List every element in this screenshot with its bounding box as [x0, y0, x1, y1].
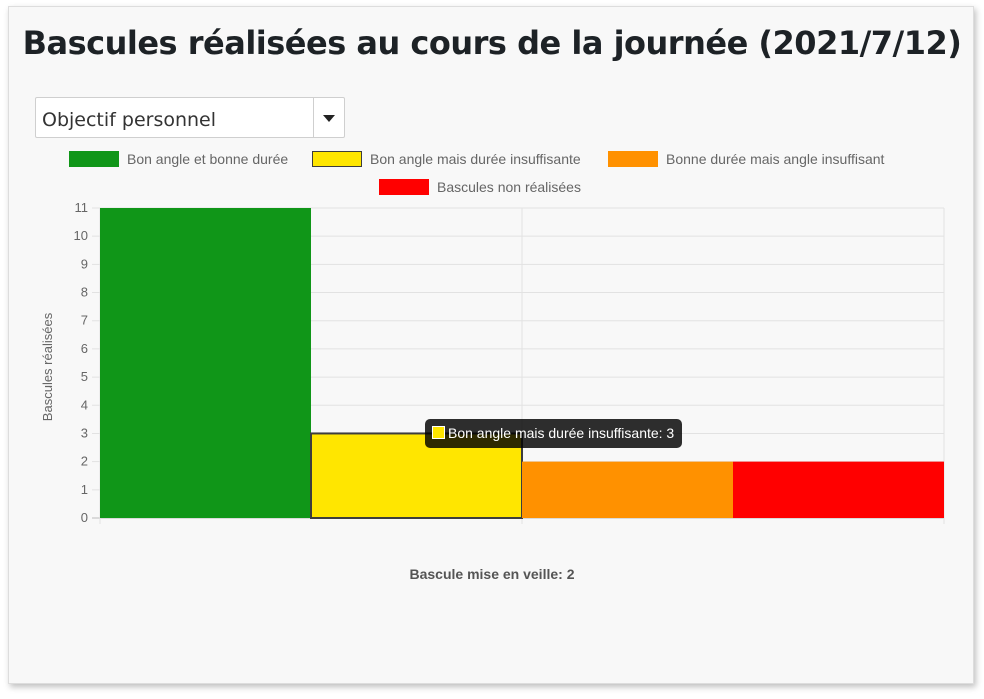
legend-swatch: [69, 151, 119, 167]
legend-label: Bonne durée mais angle insuffisant: [666, 151, 885, 167]
bar-1: [100, 208, 311, 518]
legend-swatch: [312, 151, 362, 167]
y-tick-label: 2: [81, 454, 88, 469]
y-tick-label: 6: [81, 341, 88, 356]
legend-label: Bon angle mais durée insuffisante: [370, 151, 581, 167]
tooltip-swatch: [432, 426, 445, 440]
objective-select[interactable]: Objectif personnel: [35, 97, 345, 138]
bar-4: [733, 461, 944, 518]
bar-3: [522, 461, 733, 518]
y-tick-label: 0: [81, 510, 88, 525]
y-tick-label: 1: [81, 482, 88, 497]
y-tick-label: 3: [81, 425, 88, 440]
y-tick-label: 8: [81, 285, 88, 300]
legend-label: Bon angle et bonne durée: [127, 151, 289, 167]
objective-select-button[interactable]: [313, 98, 344, 137]
y-tick-label: 4: [81, 397, 88, 412]
legend-swatch: [379, 179, 429, 195]
y-tick-label: 10: [74, 228, 88, 243]
page-title: Bascules réalisées au cours de la journé…: [22, 24, 962, 62]
legend-label: Bascules non réalisées: [437, 179, 581, 195]
tooltip-text: Bon angle mais durée insuffisante: 3: [448, 425, 675, 441]
legend-swatch: [608, 151, 658, 167]
y-tick-label: 11: [75, 200, 89, 215]
caret-down-icon: [323, 115, 335, 122]
y-tick-label: 7: [81, 313, 88, 328]
standby-note: Bascule mise en veille: 2: [409, 566, 575, 582]
chart-tooltip: Bon angle mais durée insuffisante: 3: [425, 419, 683, 448]
y-tick-label: 5: [81, 369, 88, 384]
objective-select-value: Objectif personnel: [42, 109, 217, 131]
y-axis-title: Bascules réalisées: [40, 312, 55, 421]
y-tick-label: 9: [81, 256, 88, 271]
